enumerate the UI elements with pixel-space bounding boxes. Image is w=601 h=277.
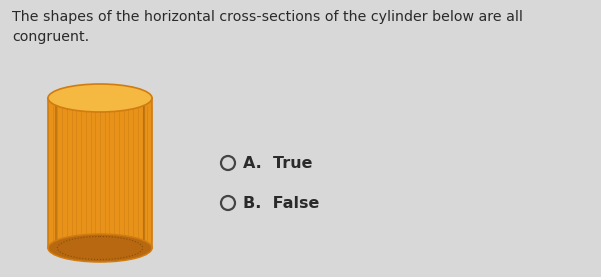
Text: congruent.: congruent. (12, 30, 89, 44)
Ellipse shape (48, 234, 152, 262)
Text: B.  False: B. False (243, 196, 319, 211)
Text: The shapes of the horizontal cross-sections of the cylinder below are all: The shapes of the horizontal cross-secti… (12, 10, 523, 24)
Ellipse shape (48, 84, 152, 112)
Bar (48, 98, 152, 248)
Text: A.  True: A. True (243, 155, 313, 171)
